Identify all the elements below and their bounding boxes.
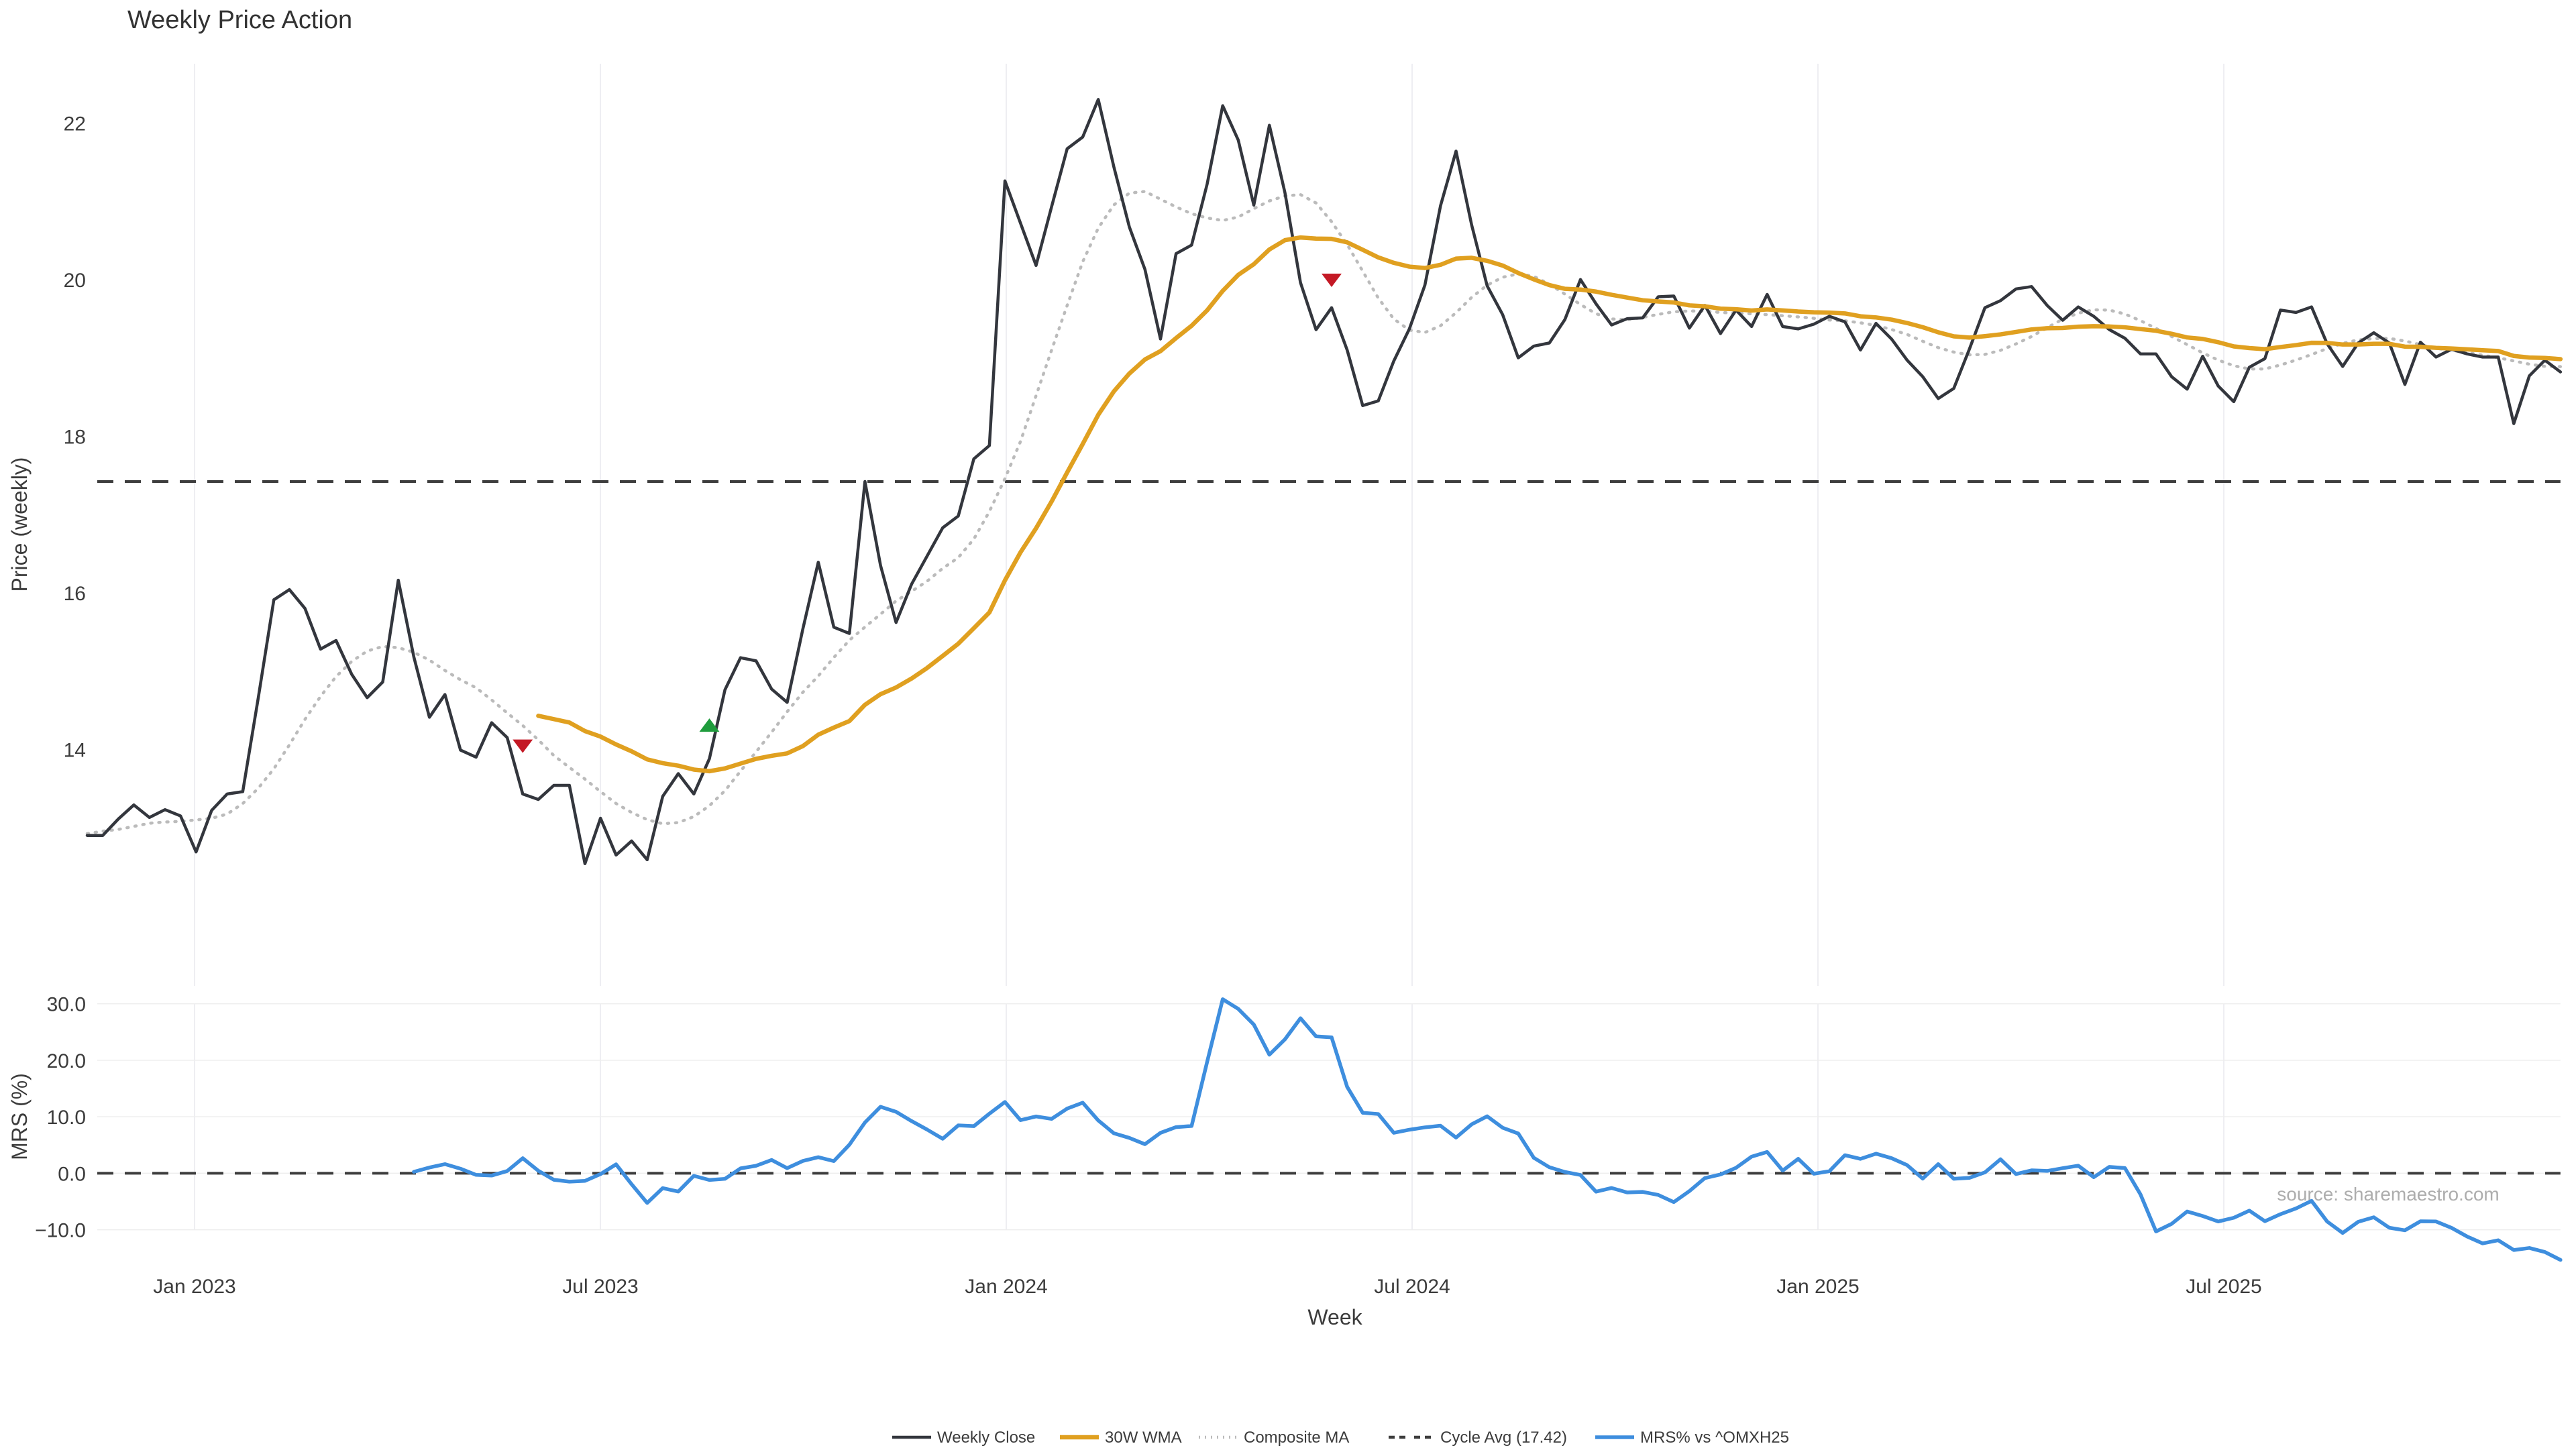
- svg-text:Jul 2024: Jul 2024: [1374, 1276, 1450, 1298]
- svg-text:−10.0: −10.0: [35, 1220, 86, 1242]
- svg-text:16: 16: [64, 583, 86, 605]
- svg-text:10.0: 10.0: [47, 1107, 86, 1129]
- svg-text:Composite MA: Composite MA: [1244, 1429, 1349, 1447]
- svg-text:20.0: 20.0: [47, 1050, 86, 1072]
- svg-text:Jan 2023: Jan 2023: [153, 1276, 235, 1298]
- svg-text:20: 20: [64, 270, 86, 292]
- svg-text:Jan 2025: Jan 2025: [1776, 1276, 1859, 1298]
- svg-text:Jul 2023: Jul 2023: [562, 1276, 638, 1298]
- svg-text:30W WMA: 30W WMA: [1105, 1429, 1182, 1447]
- svg-text:22: 22: [64, 113, 86, 135]
- svg-text:Weekly Price Action: Weekly Price Action: [127, 6, 352, 34]
- svg-text:Price (weekly): Price (weekly): [7, 457, 32, 592]
- svg-text:Cycle Avg (17.42): Cycle Avg (17.42): [1440, 1429, 1567, 1447]
- svg-text:30.0: 30.0: [47, 994, 86, 1016]
- svg-text:14: 14: [64, 739, 86, 761]
- svg-text:MRS% vs ^OMXH25: MRS% vs ^OMXH25: [1640, 1429, 1789, 1447]
- svg-text:0.0: 0.0: [58, 1163, 86, 1185]
- svg-text:Weekly Close: Weekly Close: [937, 1429, 1035, 1447]
- svg-text:MRS (%): MRS (%): [7, 1073, 32, 1160]
- svg-text:Jul 2025: Jul 2025: [2186, 1276, 2261, 1298]
- svg-text:18: 18: [64, 426, 86, 448]
- svg-text:Jan 2024: Jan 2024: [965, 1276, 1047, 1298]
- svg-text:Week: Week: [1307, 1305, 1362, 1329]
